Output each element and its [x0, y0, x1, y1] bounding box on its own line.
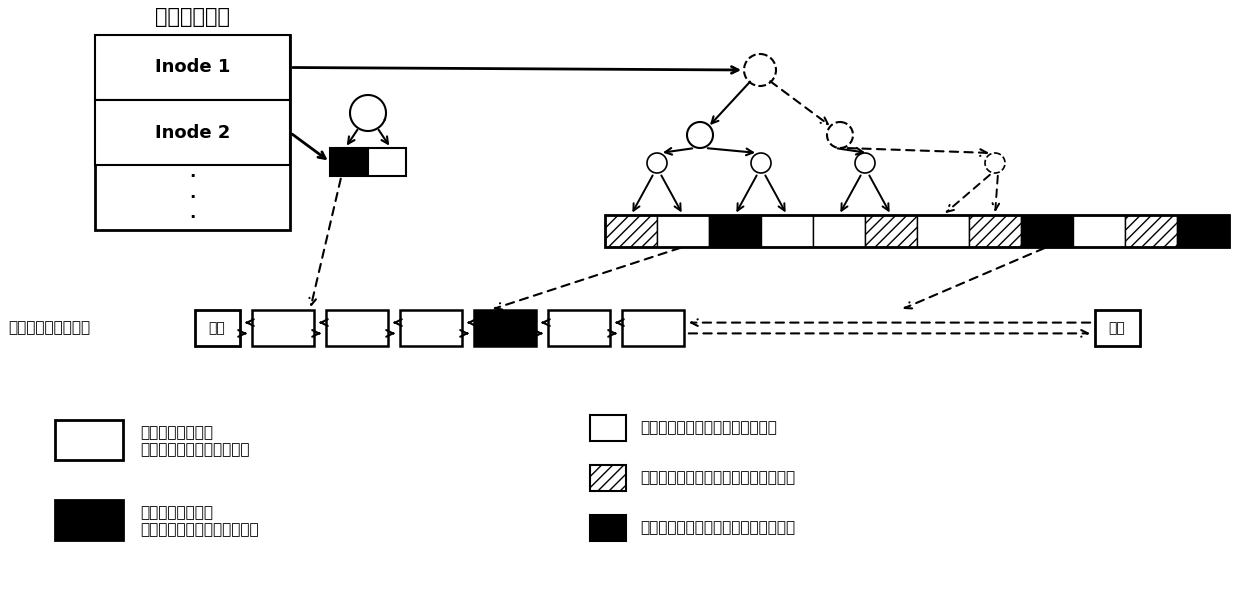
- Bar: [605, 215, 1229, 247]
- Bar: [252, 310, 314, 346]
- Text: （内容尚未被保存到硬盘上）: （内容尚未被保存到硬盘上）: [140, 523, 259, 537]
- Bar: [761, 215, 813, 247]
- Text: 第三类元素（索引第二类活跃数据块）: 第三类元素（索引第二类活跃数据块）: [640, 520, 795, 536]
- Text: ·
·
·: · · ·: [190, 168, 196, 227]
- Bar: [605, 215, 657, 247]
- Bar: [401, 310, 463, 346]
- Text: 全局活跃数据块链表: 全局活跃数据块链表: [7, 321, 91, 335]
- Text: 第二类元素（索引第一类活跃数据块）: 第二类元素（索引第一类活跃数据块）: [640, 471, 795, 485]
- Bar: [590, 465, 626, 491]
- Bar: [195, 310, 241, 346]
- Text: 表尾: 表尾: [1109, 321, 1126, 335]
- Text: 全局缓存索引: 全局缓存索引: [155, 7, 229, 27]
- Bar: [55, 420, 123, 460]
- Text: 表头: 表头: [208, 321, 226, 335]
- Text: 第一类元素（索引非活跃数据块）: 第一类元素（索引非活跃数据块）: [640, 420, 777, 436]
- Bar: [1125, 215, 1177, 247]
- Bar: [590, 415, 626, 441]
- Bar: [1095, 310, 1140, 346]
- Bar: [330, 148, 368, 176]
- Bar: [709, 215, 761, 247]
- Bar: [1073, 215, 1125, 247]
- Bar: [326, 310, 388, 346]
- Bar: [590, 515, 626, 541]
- Bar: [622, 310, 684, 346]
- Bar: [95, 35, 290, 100]
- Bar: [548, 310, 610, 346]
- Text: Inode 1: Inode 1: [155, 59, 231, 76]
- Bar: [968, 215, 1021, 247]
- Bar: [474, 310, 536, 346]
- Text: Inode 2: Inode 2: [155, 124, 231, 141]
- Text: （内容已被保存到硬盘上）: （内容已被保存到硬盘上）: [140, 442, 249, 458]
- Bar: [813, 215, 866, 247]
- Text: 第一类活跃数据块: 第一类活跃数据块: [140, 425, 213, 441]
- Text: 第二类活跃数据块: 第二类活跃数据块: [140, 506, 213, 520]
- Bar: [1021, 215, 1073, 247]
- Bar: [1177, 215, 1229, 247]
- Bar: [918, 215, 968, 247]
- Bar: [95, 100, 290, 165]
- Bar: [95, 35, 290, 230]
- Bar: [657, 215, 709, 247]
- Bar: [866, 215, 918, 247]
- Bar: [368, 148, 405, 176]
- Bar: [55, 500, 123, 540]
